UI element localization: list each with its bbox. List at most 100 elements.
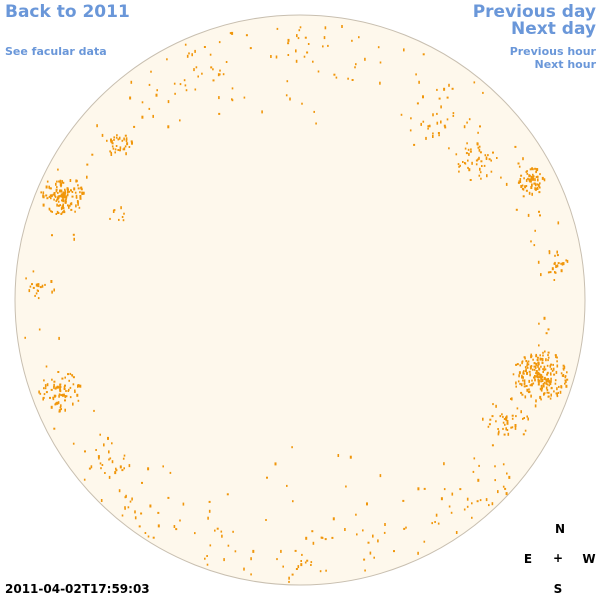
facula-point: [186, 54, 189, 58]
facula-point: [533, 362, 536, 365]
facula-point: [459, 488, 462, 491]
facula-point: [59, 179, 62, 183]
facula-point: [538, 382, 540, 385]
facula-point: [220, 530, 223, 533]
facula-point: [531, 379, 533, 382]
facula-point: [525, 170, 528, 173]
facula-point: [541, 362, 544, 364]
facula-point: [472, 470, 475, 473]
facula-point: [67, 373, 69, 376]
facula-point: [540, 380, 542, 383]
facula-point: [344, 528, 346, 531]
facula-point: [525, 185, 528, 187]
facula-point: [487, 154, 489, 157]
previous-hour-link[interactable]: Previous hour: [509, 45, 596, 58]
facula-point: [121, 139, 124, 142]
facula-point: [276, 27, 279, 30]
facula-point: [520, 185, 523, 188]
facula-point: [524, 185, 527, 189]
facula-point: [125, 494, 127, 498]
facula-point: [560, 385, 562, 389]
facula-point: [545, 386, 548, 390]
facula-point: [53, 380, 56, 383]
facula-point: [452, 114, 455, 117]
facula-point: [512, 373, 515, 376]
facula-point: [100, 499, 103, 502]
facula-point: [39, 392, 42, 395]
facula-point: [528, 370, 531, 373]
facula-point: [545, 378, 547, 382]
facula-point: [448, 83, 450, 87]
facula-point: [58, 393, 61, 396]
facula-point: [539, 357, 542, 361]
facula-point: [556, 356, 558, 359]
facula-point: [157, 524, 160, 528]
facula-point: [550, 387, 553, 390]
facula-point: [341, 25, 343, 28]
facula-point: [103, 443, 105, 447]
facula-point: [522, 195, 525, 198]
facula-point: [546, 383, 549, 386]
facula-point: [81, 191, 84, 195]
facula-point: [297, 37, 300, 40]
facula-point: [67, 204, 69, 207]
facula-point: [498, 430, 500, 434]
facula-point: [543, 378, 546, 381]
facula-point: [527, 213, 530, 217]
facula-point: [37, 283, 40, 286]
facula-point: [468, 118, 471, 121]
facula-point: [207, 516, 209, 520]
facula-point: [521, 187, 524, 190]
facula-point: [295, 49, 297, 53]
facula-point: [231, 99, 234, 102]
facula-point: [541, 375, 544, 378]
facula-point: [550, 393, 552, 397]
facula-point: [541, 176, 544, 180]
facula-point: [287, 54, 290, 56]
facula-point: [332, 517, 335, 521]
facula-point: [60, 207, 63, 211]
facula-point: [519, 382, 521, 385]
facula-point: [373, 556, 375, 559]
facula-point: [56, 203, 58, 207]
facula-point: [527, 363, 530, 366]
next-hour-link[interactable]: Next hour: [534, 58, 597, 71]
facula-point: [175, 528, 178, 531]
previous-day-link[interactable]: Previous day: [472, 2, 596, 22]
facula-point: [50, 210, 52, 213]
back-to-year-link[interactable]: Back to 2011: [5, 2, 130, 22]
facula-point: [466, 142, 468, 145]
facula-point: [73, 237, 75, 241]
facula-point: [152, 114, 154, 118]
facula-point: [547, 359, 549, 362]
facula-point: [55, 213, 58, 215]
facula-point: [417, 487, 420, 491]
facula-point: [528, 379, 530, 383]
next-day-link[interactable]: Next day: [511, 19, 596, 39]
facula-point: [60, 404, 62, 408]
facula-point: [234, 550, 237, 553]
facula-point: [466, 497, 469, 501]
facula-point: [48, 185, 50, 189]
facula-point: [531, 167, 533, 170]
facula-point: [516, 363, 519, 366]
facula-point: [490, 159, 492, 162]
facula-point: [538, 373, 540, 376]
facula-point: [520, 391, 523, 394]
facula-point: [538, 379, 541, 382]
facula-point: [292, 500, 294, 503]
facula-point: [536, 372, 539, 375]
facula-point: [54, 195, 57, 198]
facula-point: [71, 191, 74, 193]
facula-point: [559, 390, 562, 394]
facula-point: [121, 514, 124, 517]
facula-point: [57, 371, 60, 373]
facula-point: [496, 157, 498, 159]
facula-point: [53, 288, 55, 292]
facula-point: [64, 190, 67, 194]
facula-point: [110, 153, 113, 156]
facula-point: [68, 204, 71, 207]
see-facular-data-link[interactable]: See facular data: [5, 45, 107, 58]
facula-point: [287, 42, 290, 45]
facula-point: [458, 165, 460, 168]
